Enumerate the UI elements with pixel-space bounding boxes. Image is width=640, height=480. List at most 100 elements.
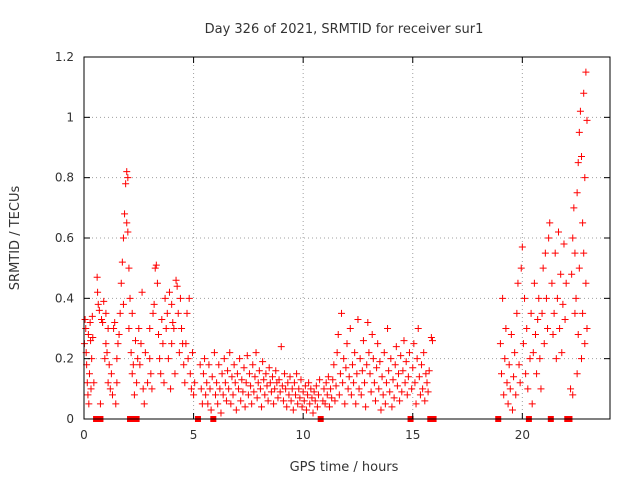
x-tick-label: 15 bbox=[405, 428, 420, 442]
data-point bbox=[569, 234, 577, 242]
data-point bbox=[249, 361, 257, 369]
data-point bbox=[345, 373, 353, 381]
data-point bbox=[219, 391, 227, 399]
data-point bbox=[348, 361, 356, 369]
data-point bbox=[405, 349, 413, 357]
data-point bbox=[111, 318, 119, 326]
data-point bbox=[174, 309, 182, 317]
data-point bbox=[527, 309, 535, 317]
x-tick-label: 10 bbox=[296, 428, 311, 442]
data-point bbox=[230, 361, 238, 369]
data-point bbox=[158, 315, 166, 323]
data-point bbox=[378, 373, 386, 381]
data-point bbox=[291, 391, 299, 399]
data-point bbox=[517, 264, 525, 272]
data-point bbox=[250, 388, 258, 396]
data-point bbox=[163, 309, 171, 317]
data-point bbox=[340, 355, 348, 363]
data-point bbox=[184, 355, 192, 363]
data-point bbox=[95, 306, 103, 314]
data-point bbox=[551, 249, 559, 257]
data-point bbox=[373, 364, 381, 372]
data-point bbox=[98, 315, 106, 323]
data-point bbox=[88, 312, 96, 320]
data-point bbox=[579, 309, 587, 317]
data-point bbox=[400, 337, 408, 345]
data-point bbox=[101, 355, 109, 363]
data-point bbox=[262, 370, 270, 378]
data-point bbox=[392, 343, 400, 351]
data-point bbox=[403, 391, 411, 399]
data-point bbox=[231, 379, 239, 387]
data-point bbox=[583, 325, 591, 332]
data-point bbox=[505, 361, 513, 369]
data-point bbox=[282, 385, 290, 393]
data-point bbox=[499, 294, 507, 302]
data-point bbox=[513, 309, 521, 317]
data-point bbox=[128, 309, 136, 317]
data-point bbox=[549, 331, 557, 339]
data-point bbox=[100, 297, 108, 305]
data-point bbox=[370, 379, 378, 387]
data-point bbox=[402, 358, 410, 366]
data-point bbox=[427, 334, 435, 342]
data-point bbox=[185, 294, 193, 302]
data-point bbox=[294, 400, 302, 408]
data-point bbox=[334, 331, 342, 339]
data-point bbox=[243, 352, 251, 360]
data-point bbox=[369, 355, 377, 363]
data-point bbox=[384, 325, 392, 332]
data-point bbox=[279, 397, 287, 405]
data-point bbox=[128, 370, 136, 378]
data-point bbox=[157, 370, 165, 378]
data-point bbox=[399, 367, 407, 375]
data-point bbox=[221, 379, 229, 387]
data-point bbox=[541, 249, 549, 257]
data-point bbox=[561, 315, 569, 323]
data-point bbox=[289, 406, 297, 414]
data-point bbox=[393, 382, 401, 390]
data-point bbox=[572, 294, 580, 302]
data-points bbox=[80, 68, 591, 417]
data-point bbox=[414, 325, 422, 332]
data-point bbox=[99, 318, 107, 326]
data-point bbox=[290, 379, 298, 387]
data-point bbox=[357, 391, 365, 399]
data-point bbox=[165, 288, 173, 296]
data-point bbox=[160, 379, 168, 387]
data-point bbox=[161, 294, 169, 302]
data-point bbox=[236, 355, 244, 363]
data-point bbox=[203, 379, 211, 387]
data-point bbox=[529, 349, 537, 357]
data-point bbox=[156, 355, 164, 363]
data-point bbox=[333, 349, 341, 357]
y-tick-label: 1 bbox=[66, 110, 74, 124]
data-point bbox=[413, 355, 421, 363]
data-point bbox=[305, 379, 313, 387]
data-point bbox=[415, 373, 423, 381]
data-point bbox=[285, 391, 293, 399]
data-point bbox=[205, 361, 213, 369]
data-point bbox=[507, 331, 515, 339]
data-point bbox=[272, 367, 280, 375]
data-point bbox=[421, 397, 429, 405]
data-point bbox=[571, 249, 579, 257]
data-point bbox=[358, 367, 366, 375]
data-point bbox=[81, 315, 89, 323]
data-point bbox=[150, 300, 158, 308]
data-point bbox=[214, 400, 222, 408]
data-point bbox=[523, 325, 531, 332]
data-point bbox=[202, 391, 210, 399]
data-point bbox=[422, 370, 430, 378]
data-point bbox=[117, 279, 125, 287]
data-point bbox=[144, 379, 152, 387]
data-point bbox=[266, 379, 274, 387]
data-point bbox=[316, 376, 324, 384]
data-point bbox=[261, 391, 269, 399]
data-point bbox=[573, 189, 581, 197]
data-point bbox=[283, 403, 291, 411]
data-point bbox=[569, 391, 577, 399]
data-point bbox=[570, 204, 578, 212]
data-point bbox=[271, 385, 279, 393]
data-point bbox=[94, 300, 102, 308]
